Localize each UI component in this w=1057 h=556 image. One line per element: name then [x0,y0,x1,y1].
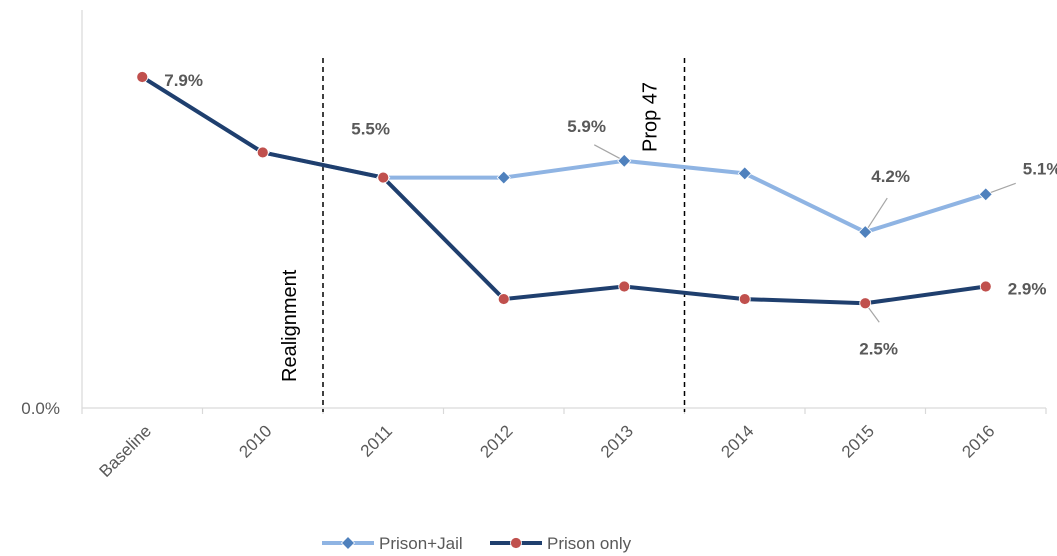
series-line-1 [140,75,988,306]
data-label: 5.9% [567,117,606,136]
x-tick-label: 2013 [597,421,637,461]
data-point-0-6 [858,224,873,240]
data-point-1-5 [738,293,751,305]
data-label: 2.5% [859,339,898,358]
vertical-markers: Realignment Prop 47 [279,58,686,412]
vertical-marker-label: Realignment [279,269,301,382]
data-point-1-6 [859,297,872,310]
data-point-1-3 [497,293,510,305]
x-tick-label: 2014 [717,421,757,461]
data-point-1-4 [618,280,631,293]
y-tick-label: 0.0% [21,399,60,418]
data-point-0-3 [496,170,511,185]
vertical-marker-label: Prop 47 [640,82,662,152]
data-point-1-2 [377,171,390,184]
x-tick-label: 2011 [357,421,396,460]
data-label: 5.1% [1023,159,1057,178]
series-markers [135,69,993,310]
label-connector [593,144,625,162]
data-label: 2.9% [1008,280,1047,299]
x-tick-label: 2015 [838,421,878,461]
legend-label: Prison only [547,534,632,553]
data-label: 7.9% [164,71,203,90]
legend-swatch-marker [340,535,356,551]
data-point-1-0 [136,71,149,83]
data-point-0-7 [978,187,993,202]
data-point-1-1 [256,146,269,159]
data-labels: 7.9% 5.5% 5.9% 4.2% 5.1% 2.5% 2.9% [164,71,1057,358]
x-tick-label: 2010 [235,421,275,461]
series-lines [140,75,988,306]
label-connectors [593,144,1016,323]
x-tick-label: 2012 [476,421,516,461]
data-label: 4.2% [871,167,910,186]
data-point-0-4 [617,153,632,168]
legend-swatch-marker [510,537,522,549]
x-tick-label: 2016 [958,421,998,461]
legend: Prison+Jail Prison only [322,534,632,553]
data-point-1-7 [979,280,992,293]
data-label: 5.5% [351,120,390,139]
label-connector [864,197,888,233]
x-tick-label: Baseline [96,421,156,481]
data-point-0-5 [737,166,752,181]
legend-label: Prison+Jail [379,534,463,553]
